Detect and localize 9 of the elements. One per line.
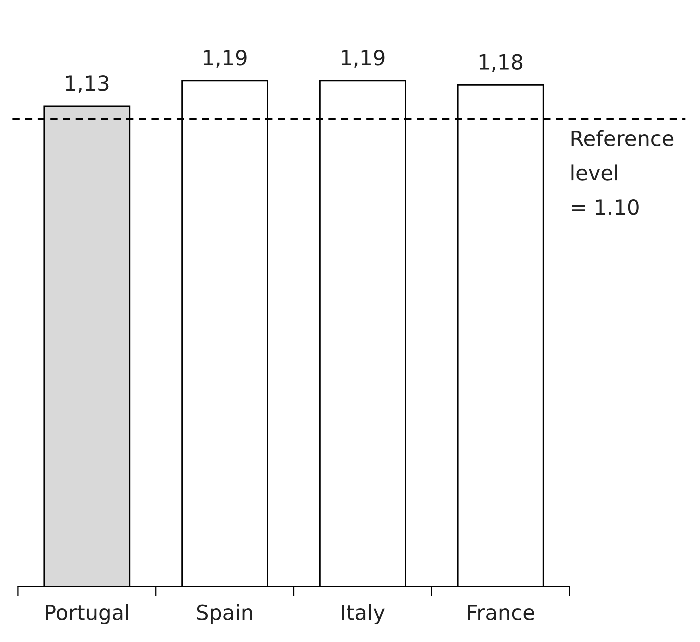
ref-line-label: Reference level = 1.10 xyxy=(572,130,674,216)
data-label: 1,19 xyxy=(342,50,385,68)
x-tick-label: Portugal xyxy=(46,604,128,625)
x-tick-label: France xyxy=(468,605,534,621)
data-label: 1,18 xyxy=(480,54,523,72)
x-tick-label: Italy xyxy=(342,604,385,625)
data-label: 1,13 xyxy=(66,76,109,94)
data-label: 1,19 xyxy=(204,50,247,68)
x-tick-label: Spain xyxy=(197,604,252,625)
